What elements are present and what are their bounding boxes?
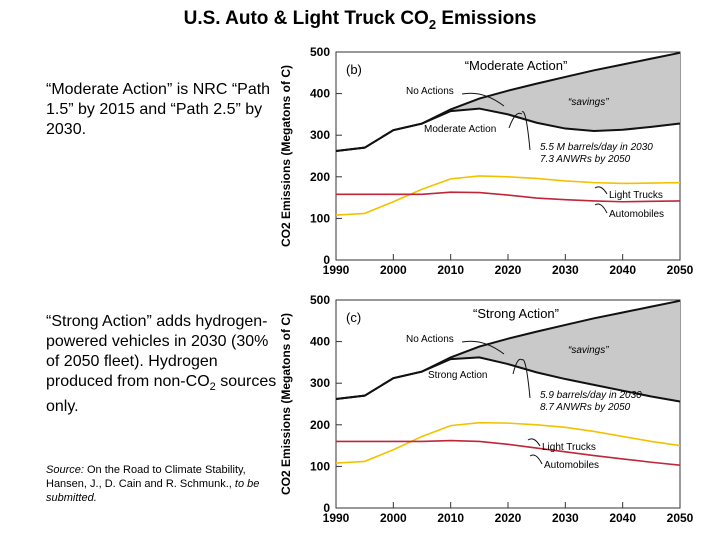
x-tick-label: 2040 xyxy=(609,263,636,277)
y-tick-label: 300 xyxy=(310,376,330,390)
x-tick-label: 2040 xyxy=(609,511,636,525)
series-line-light-trucks xyxy=(335,175,681,216)
x-tick-label: 2000 xyxy=(380,511,407,525)
x-tick-label: 2030 xyxy=(552,263,579,277)
arrow-automobiles xyxy=(529,454,543,465)
strong-action-chart: 0 100 200 300 400 500 1990 2000 2010 2020 2030 2040… xyxy=(279,293,694,525)
x-tick-label: 2030 xyxy=(552,511,579,525)
y-tick-label: 0 xyxy=(323,501,330,515)
arrow-no-actions xyxy=(461,92,505,107)
panel-label: (c) xyxy=(346,310,361,325)
series-line-light-trucks xyxy=(335,421,681,464)
strong-text-subscript: 2 xyxy=(209,381,216,394)
y-tick-label: 200 xyxy=(310,418,330,432)
y-axis-label: CO2 Emissions (Megatons of C) xyxy=(279,65,293,247)
annotation-automobiles: Automobiles xyxy=(609,209,664,220)
annotation-action: Moderate Action xyxy=(424,124,496,135)
y-tick-label: 500 xyxy=(310,45,330,59)
annotation-savings: “savings” xyxy=(568,97,609,108)
annotation-light-trucks: Light Trucks xyxy=(609,190,663,201)
arrow-automobiles xyxy=(594,203,608,214)
series-line-automobiles xyxy=(336,439,681,466)
annotation-no-actions: No Actions xyxy=(406,334,454,345)
title-tail: Emissions xyxy=(436,8,537,29)
x-tick-label: 2010 xyxy=(437,263,464,277)
arrow-light-trucks xyxy=(527,438,541,447)
source-tail: to be submitted. xyxy=(46,478,260,504)
series-line-automobiles xyxy=(336,191,681,203)
page-title: U.S. Auto & Light Truck CO2 Emissions xyxy=(0,8,720,32)
series-line-moderate-action xyxy=(335,107,681,153)
x-tick-label: 2000 xyxy=(380,263,407,277)
arrow-action xyxy=(508,112,523,129)
x-tick-label: 1990 xyxy=(323,511,350,525)
y-tick-label: 200 xyxy=(310,170,330,184)
savings-area xyxy=(450,300,680,402)
annotation-automobiles: Automobiles xyxy=(544,460,599,471)
strong-text-a: “Strong Action” adds hydrogen-powered ve… xyxy=(46,313,269,390)
annotation-action: Strong Action xyxy=(428,370,487,381)
annotation-savings: “savings” xyxy=(568,345,609,356)
annotation-anwrs: 7.3 ANWRs by 2050 xyxy=(540,154,631,165)
x-tick-label: 2020 xyxy=(495,511,522,525)
annotation-anwrs: 8.7 ANWRs by 2050 xyxy=(540,402,631,413)
annotation-no-actions: No Actions xyxy=(406,86,454,97)
y-tick-label: 100 xyxy=(310,459,330,473)
y-tick-label: 0 xyxy=(323,253,330,267)
panel-label: (b) xyxy=(346,62,362,77)
x-tick-label: 2020 xyxy=(495,263,522,277)
annotation-barrels: 5.5 M barrels/day in 2030 xyxy=(540,142,653,153)
moderate-action-description: “Moderate Action” is NRC “Path 1.5” by 2… xyxy=(46,81,271,138)
y-tick-label: 100 xyxy=(310,211,330,225)
y-tick-label: 400 xyxy=(310,87,330,101)
source-body: On the Road to Climate Stability, Hansen… xyxy=(46,464,246,490)
y-tick-label: 500 xyxy=(310,293,330,307)
x-tick-label: 2010 xyxy=(437,511,464,525)
source-label: Source: xyxy=(46,464,84,476)
strong-text-b: sources only. xyxy=(46,373,277,416)
moderate-action-chart: 0 100 200 300 400 500 1990 2000 2010 2020 2030 2040… xyxy=(279,45,694,277)
title-main: U.S. Auto & Light Truck CO xyxy=(183,8,429,29)
source-citation: Source: On the Road to Climate Stability… xyxy=(46,463,276,505)
arrow-no-actions xyxy=(461,340,505,355)
panel-heading: “Moderate Action” xyxy=(465,58,568,73)
x-tick-label: 1990 xyxy=(323,263,350,277)
y-tick-label: 300 xyxy=(310,128,330,142)
arrow-action xyxy=(512,358,523,375)
title-subscript: 2 xyxy=(428,16,437,32)
series-line-strong-action xyxy=(335,356,681,403)
arrow-savings-bracket xyxy=(521,359,531,399)
arrow-savings-bracket xyxy=(521,111,531,151)
panel-heading: “Strong Action” xyxy=(473,306,559,321)
y-axis-label: CO2 Emissions (Megatons of C) xyxy=(279,313,293,495)
x-tick-label: 2050 xyxy=(667,263,694,277)
strong-action-description: “Strong Action” adds hydrogen-powered ve… xyxy=(46,312,286,417)
x-tick-label: 2050 xyxy=(667,511,694,525)
savings-area xyxy=(450,52,680,132)
annotation-light-trucks: Light Trucks xyxy=(542,442,596,453)
arrow-light-trucks xyxy=(594,186,608,195)
annotation-barrels: 5.9 barrels/day in 2030 xyxy=(540,390,642,401)
y-tick-label: 400 xyxy=(310,335,330,349)
